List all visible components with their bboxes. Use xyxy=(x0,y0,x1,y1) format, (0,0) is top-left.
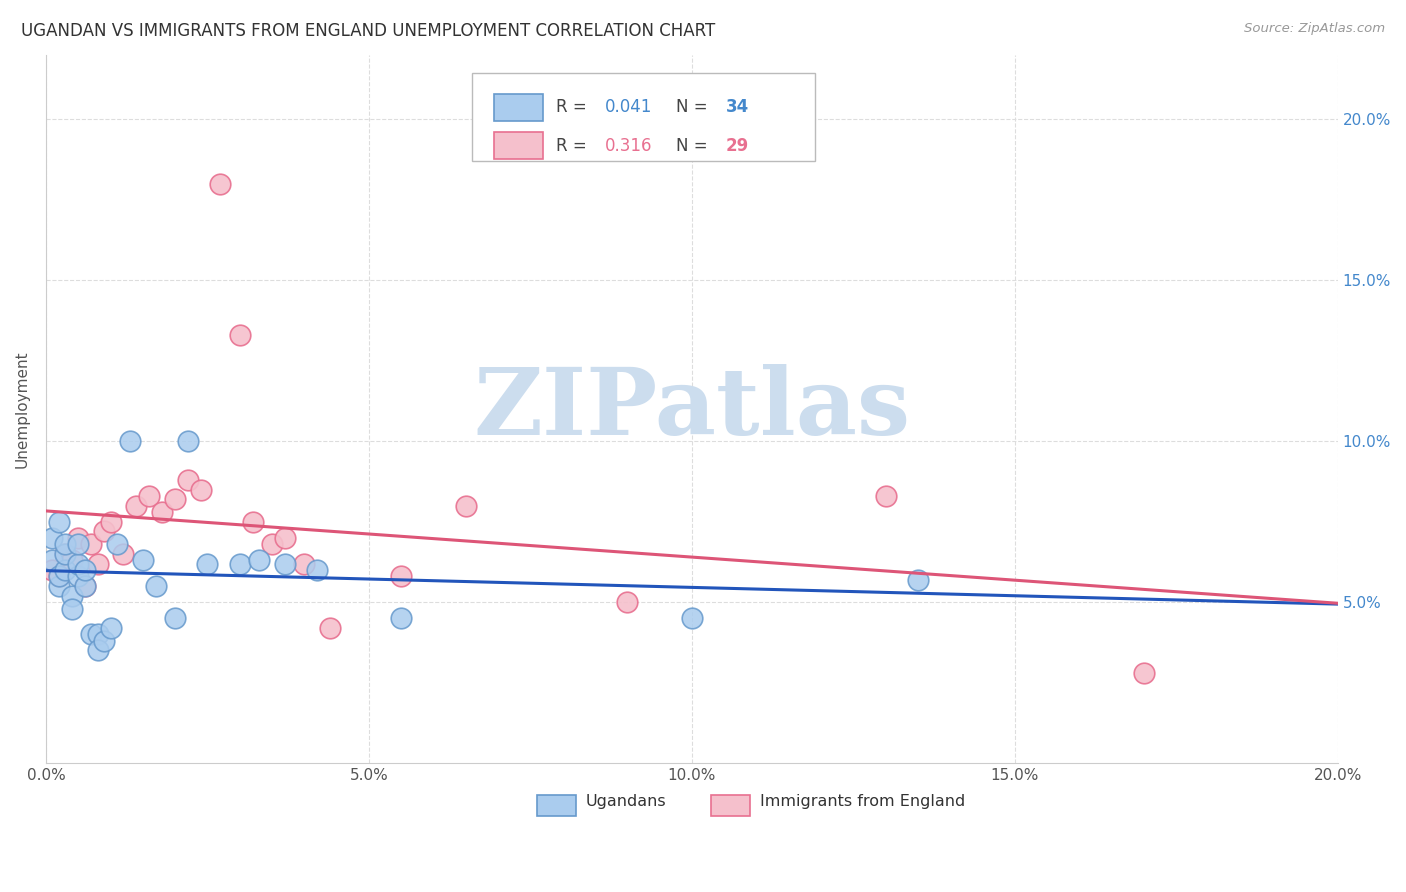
Point xyxy=(209,177,232,191)
FancyBboxPatch shape xyxy=(711,795,749,816)
Point xyxy=(73,563,96,577)
Point xyxy=(41,553,63,567)
Point xyxy=(197,557,219,571)
Text: R =: R = xyxy=(557,136,592,154)
Point xyxy=(41,531,63,545)
Point xyxy=(242,515,264,529)
Point xyxy=(100,515,122,529)
Point xyxy=(60,601,83,615)
Point xyxy=(48,579,70,593)
Point xyxy=(177,473,200,487)
Point xyxy=(67,569,90,583)
Point xyxy=(53,547,76,561)
Point xyxy=(1133,665,1156,680)
Text: Source: ZipAtlas.com: Source: ZipAtlas.com xyxy=(1244,22,1385,36)
Point xyxy=(48,569,70,583)
Point xyxy=(229,557,252,571)
FancyBboxPatch shape xyxy=(472,73,814,161)
Point xyxy=(165,611,187,625)
Point xyxy=(132,553,155,567)
Point xyxy=(681,611,703,625)
Point xyxy=(100,621,122,635)
Point xyxy=(48,515,70,529)
Text: Immigrants from England: Immigrants from England xyxy=(761,795,966,809)
FancyBboxPatch shape xyxy=(495,132,543,159)
Point xyxy=(93,524,115,539)
Point xyxy=(41,563,63,577)
Text: 0.316: 0.316 xyxy=(606,136,652,154)
Point xyxy=(190,483,212,497)
Text: N =: N = xyxy=(676,136,713,154)
Point xyxy=(165,492,187,507)
Text: R =: R = xyxy=(557,98,592,116)
FancyBboxPatch shape xyxy=(495,94,543,120)
Point xyxy=(53,547,76,561)
Point xyxy=(93,633,115,648)
Text: ZIPatlas: ZIPatlas xyxy=(474,364,911,454)
Point xyxy=(105,537,128,551)
Point xyxy=(138,489,160,503)
Point xyxy=(247,553,270,567)
FancyBboxPatch shape xyxy=(537,795,575,816)
Point xyxy=(80,627,103,641)
Point xyxy=(389,611,412,625)
Point xyxy=(229,328,252,343)
Point xyxy=(389,569,412,583)
Text: 34: 34 xyxy=(725,98,749,116)
Point xyxy=(292,557,315,571)
Point xyxy=(307,563,329,577)
Point xyxy=(60,589,83,603)
Point xyxy=(73,579,96,593)
Text: 0.041: 0.041 xyxy=(606,98,652,116)
Point xyxy=(319,621,342,635)
Text: 29: 29 xyxy=(725,136,749,154)
Text: N =: N = xyxy=(676,98,713,116)
Point xyxy=(86,557,108,571)
Point xyxy=(86,627,108,641)
Point xyxy=(274,531,297,545)
Point xyxy=(80,537,103,551)
Point xyxy=(616,595,638,609)
Point xyxy=(67,531,90,545)
Point xyxy=(145,579,167,593)
Point xyxy=(125,499,148,513)
Point xyxy=(112,547,135,561)
Point xyxy=(53,563,76,577)
Text: Ugandans: Ugandans xyxy=(586,795,666,809)
Point xyxy=(150,505,173,519)
Point xyxy=(177,434,200,449)
Point xyxy=(48,569,70,583)
Point xyxy=(53,537,76,551)
Point xyxy=(260,537,283,551)
Point xyxy=(274,557,297,571)
Point xyxy=(67,537,90,551)
Point xyxy=(60,553,83,567)
Point xyxy=(67,557,90,571)
Point xyxy=(73,579,96,593)
Point xyxy=(454,499,477,513)
Point xyxy=(86,643,108,657)
Point xyxy=(875,489,897,503)
Point xyxy=(118,434,141,449)
Y-axis label: Unemployment: Unemployment xyxy=(15,351,30,468)
Point xyxy=(907,573,929,587)
Text: UGANDAN VS IMMIGRANTS FROM ENGLAND UNEMPLOYMENT CORRELATION CHART: UGANDAN VS IMMIGRANTS FROM ENGLAND UNEMP… xyxy=(21,22,716,40)
